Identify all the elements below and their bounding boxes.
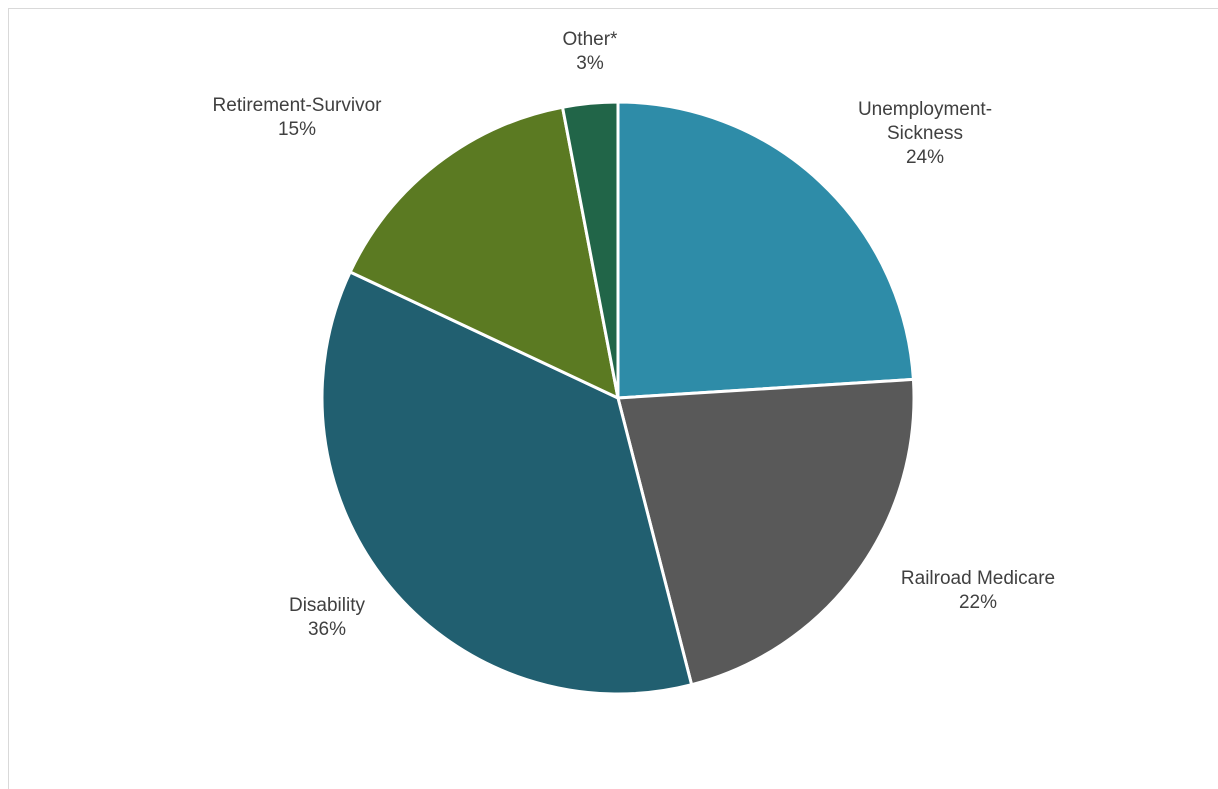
pie-slice-railroad-medicare [616, 377, 916, 687]
data-label-unemployment-sickness: Unemployment-Sickness 24% [858, 99, 992, 168]
data-label-railroad-medicare: Railroad Medicare 22% [901, 568, 1055, 613]
pie-labels: Unemployment-Sickness 24% Railroad Medicar… [213, 29, 1056, 640]
pie-slice-retirement-survivor [348, 105, 620, 400]
pie-slice-other [561, 100, 620, 400]
pie-slices [320, 100, 916, 696]
data-label-disability: Disability 36% [289, 595, 366, 640]
data-label-other: Other* 3% [563, 29, 619, 74]
pie-slice-unemployment-sickness [616, 100, 915, 400]
data-label-retirement-survivor: Retirement-Survivor 15% [213, 95, 383, 140]
pie-slice-disability [320, 270, 694, 696]
